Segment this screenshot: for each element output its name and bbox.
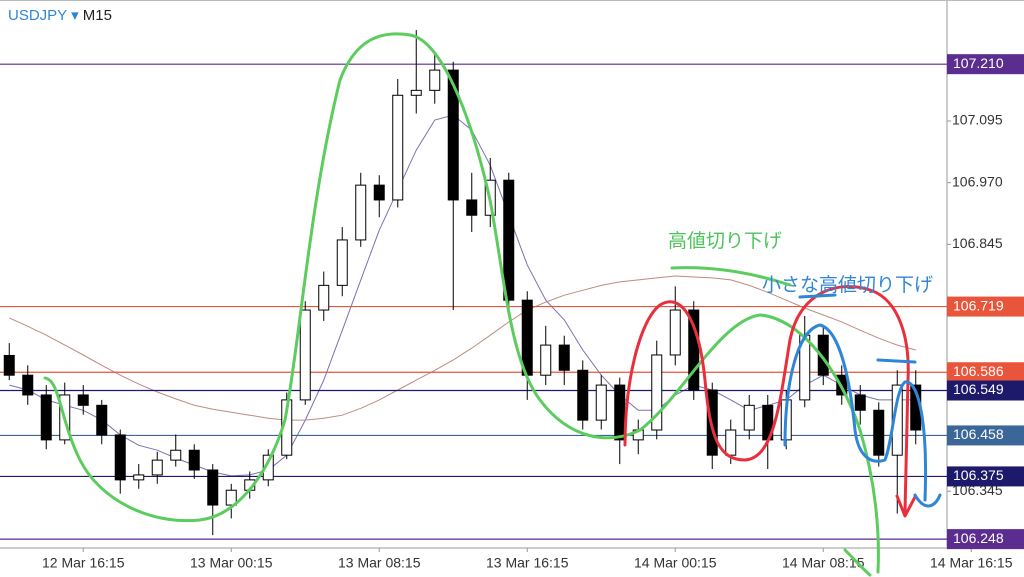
candle-body xyxy=(336,239,348,286)
level-label: 106.586 xyxy=(953,363,1004,379)
level-label: 107.210 xyxy=(953,55,1004,71)
candle-body xyxy=(447,69,459,201)
candle-body xyxy=(151,459,163,476)
blue-cap xyxy=(798,293,917,364)
candle-body xyxy=(40,394,52,441)
candle-body xyxy=(3,354,15,376)
candle-body xyxy=(96,404,108,436)
header: USDJPY ▾ M15 xyxy=(8,7,112,24)
y-tick-label: 106.970 xyxy=(952,173,1003,189)
candle-body xyxy=(114,434,126,481)
x-tick-label: 13 Mar 08:15 xyxy=(338,555,421,571)
candle-body xyxy=(318,284,330,311)
y-tick-label: 106.845 xyxy=(952,235,1003,251)
candle-body xyxy=(410,89,422,96)
candle-body xyxy=(429,69,441,91)
blue-arrow xyxy=(913,493,942,508)
moving-average xyxy=(9,275,916,421)
candle-body xyxy=(225,489,237,506)
green-stroke xyxy=(843,548,872,577)
candle-body xyxy=(170,449,182,461)
x-tick-label: 12 Mar 16:15 xyxy=(42,555,125,571)
candle-body xyxy=(854,394,866,411)
level-label-box xyxy=(947,529,1024,550)
candle-body xyxy=(688,309,700,391)
annotation: 小さな高値切り下げ xyxy=(762,274,933,296)
candle-body xyxy=(77,394,89,406)
candle-body xyxy=(207,469,219,506)
level-label: 106.719 xyxy=(953,297,1004,313)
candle-body xyxy=(355,184,367,241)
level-label: 106.549 xyxy=(953,381,1004,397)
candle-body xyxy=(614,384,626,441)
level-label: 106.248 xyxy=(953,530,1004,546)
x-tick-label: 14 Mar 08:15 xyxy=(782,555,865,571)
candle-body xyxy=(558,344,570,371)
level-label: 106.458 xyxy=(953,426,1004,442)
candle-body xyxy=(521,299,533,376)
annotation: 高値切り下げ xyxy=(668,230,782,252)
candle-body xyxy=(651,354,663,431)
candle-body xyxy=(392,94,404,201)
candle-body xyxy=(299,309,311,401)
blue-stroke xyxy=(783,323,927,502)
level-label-box xyxy=(947,296,1024,317)
x-tick-label: 13 Mar 16:15 xyxy=(486,555,569,571)
candle-body xyxy=(133,474,145,481)
symbol[interactable]: USDJPY xyxy=(8,7,67,24)
red-stroke xyxy=(623,285,910,514)
candle-body xyxy=(873,409,885,456)
x-tick-label: 14 Mar 00:15 xyxy=(634,555,717,571)
candle-body xyxy=(22,374,34,396)
level-label-box xyxy=(947,466,1024,487)
candle-body xyxy=(503,179,515,301)
level-label-box xyxy=(947,54,1024,75)
candle-body xyxy=(188,449,200,471)
level-label-box xyxy=(947,362,1024,383)
dropdown-icon[interactable]: ▾ xyxy=(67,7,83,24)
x-tick-label: 14 Mar 16:15 xyxy=(930,555,1013,571)
candle-body xyxy=(373,184,385,201)
candle-body xyxy=(817,334,829,376)
green-stroke xyxy=(43,32,880,574)
timeframe[interactable]: M15 xyxy=(83,7,112,24)
plot xyxy=(0,30,947,540)
x-tick-label: 13 Mar 00:15 xyxy=(190,555,273,571)
candle-body xyxy=(595,384,607,421)
level-label-box xyxy=(947,425,1024,446)
candle-body xyxy=(725,429,737,456)
candle-body xyxy=(466,199,478,216)
candle-body xyxy=(669,309,681,356)
candle-body xyxy=(577,369,589,421)
hand-drawing xyxy=(43,32,942,577)
green-underline xyxy=(670,266,792,287)
level-label-box xyxy=(947,380,1024,401)
candle-body xyxy=(540,344,552,376)
y-tick-label: 107.095 xyxy=(952,112,1003,128)
red-arrow xyxy=(895,494,917,518)
level-label: 106.375 xyxy=(953,467,1004,483)
candle-body xyxy=(743,404,755,431)
